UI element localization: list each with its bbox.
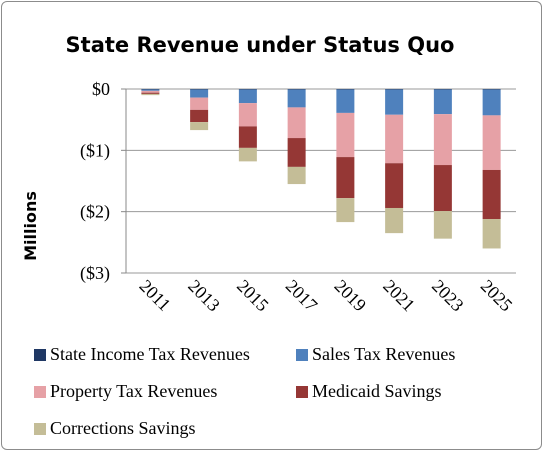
x-tick-label: 2017 xyxy=(282,276,322,316)
legend-label: Property Tax Revenues xyxy=(50,381,217,401)
bar-segment xyxy=(238,103,257,127)
bar-segment xyxy=(190,89,209,90)
bar-segment xyxy=(141,89,160,90)
legend-swatch xyxy=(296,386,308,398)
bar-segment xyxy=(433,89,452,115)
bar-segment xyxy=(336,157,355,199)
bar-segment xyxy=(141,89,160,91)
bar-segment xyxy=(238,89,257,90)
x-tick-label: 2023 xyxy=(428,276,468,316)
legend-label: Corrections Savings xyxy=(50,418,196,438)
chart-title: State Revenue under Status Quo xyxy=(66,33,455,57)
legend-swatch xyxy=(34,423,46,435)
bar-segment xyxy=(385,114,404,164)
bar-segment xyxy=(433,211,452,239)
legend-label: Sales Tax Revenues xyxy=(312,344,455,364)
y-tick-label: ($1) xyxy=(80,140,110,161)
bar-segment xyxy=(385,89,404,90)
bar-segment xyxy=(336,112,355,158)
grid-lines xyxy=(126,88,516,274)
x-tick-label: 2021 xyxy=(379,276,419,316)
bar-segment xyxy=(482,89,501,90)
bar-segment xyxy=(336,89,355,90)
bar-segment xyxy=(385,163,404,208)
legend-label: State Income Tax Revenues xyxy=(50,344,250,364)
bar-segment xyxy=(141,92,160,94)
bar-segment xyxy=(141,90,160,93)
x-tick-label: 2015 xyxy=(233,276,273,316)
legend-swatch xyxy=(34,386,46,398)
bar-segment xyxy=(433,89,452,90)
bars xyxy=(141,89,501,249)
legend: State Income Tax Revenues Sales Tax Reven… xyxy=(34,344,455,438)
bar-segment xyxy=(336,89,355,113)
bar-segment xyxy=(190,109,209,123)
x-tick-label: 2019 xyxy=(331,276,371,316)
bar-segment xyxy=(190,122,209,131)
bar-segment xyxy=(287,89,306,108)
bar-segment xyxy=(141,93,160,96)
bar-segment xyxy=(385,207,404,234)
y-tick-label: $0 xyxy=(92,79,110,99)
bar-segment xyxy=(482,169,501,220)
bar-segment xyxy=(433,165,452,212)
x-tick-label: 2011 xyxy=(136,276,175,315)
bar-segment xyxy=(433,114,452,166)
bar-segment xyxy=(190,89,209,98)
bar-segment xyxy=(287,138,306,167)
bar-segment xyxy=(482,115,501,170)
bar-segment xyxy=(238,126,257,148)
bar-segment xyxy=(336,198,355,223)
bar-segment xyxy=(482,89,501,116)
bar-segment xyxy=(287,166,306,185)
bar-segment xyxy=(287,89,306,90)
bar-segment xyxy=(238,89,257,104)
bar-segment xyxy=(238,147,257,162)
legend-swatch xyxy=(34,349,46,361)
bar-segment xyxy=(385,89,404,115)
x-tick-label: 2025 xyxy=(477,276,517,316)
y-axis-label: Millions xyxy=(21,191,40,261)
legend-label: Medicaid Savings xyxy=(312,381,441,401)
y-tick-label: ($2) xyxy=(80,202,110,223)
x-tick-label: 2013 xyxy=(184,276,224,316)
bar-segment xyxy=(190,97,209,110)
bar-segment xyxy=(287,107,306,139)
legend-swatch xyxy=(296,349,308,361)
y-tick-label: ($3) xyxy=(80,263,110,284)
bar-segment xyxy=(482,219,501,249)
